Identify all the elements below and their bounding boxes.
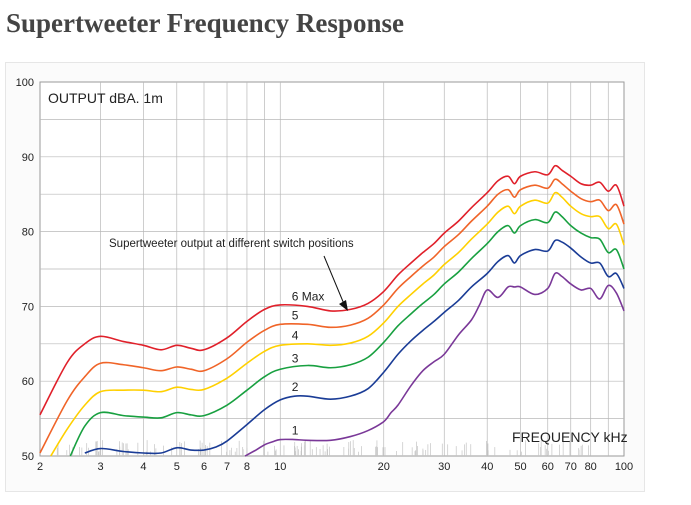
series-labels: 6 Max 5 4 3 2 1	[292, 290, 325, 438]
x-tick-label: 20	[378, 461, 390, 473]
series-group	[39, 164, 625, 457]
series-label: 2	[292, 380, 299, 394]
x-tick-label: 6	[201, 461, 207, 473]
y-tick-label: 100	[16, 77, 34, 89]
series-label: 3	[292, 351, 299, 365]
x-tick-label: 80	[585, 461, 597, 473]
x-tick-label: 3	[97, 461, 103, 473]
x-tick-label: 10	[274, 461, 286, 473]
x-tick-label: 40	[481, 461, 493, 473]
y-tick-label: 60	[22, 376, 34, 388]
series-line-1	[39, 164, 625, 416]
y-tick-label: 70	[22, 301, 34, 313]
series-label: 4	[292, 329, 299, 343]
y-tick-label: 80	[22, 227, 34, 239]
series-line-6	[244, 272, 625, 457]
grid	[40, 82, 624, 456]
series-line-2	[39, 178, 625, 454]
x-tick-label: 50	[514, 461, 526, 473]
series-label: 6 Max	[292, 290, 325, 304]
noise-floor	[56, 440, 589, 456]
chart-annotation: Supertweeter output at different switch …	[109, 238, 354, 250]
y-axis-title: OUTPUT dBA. 1m	[48, 90, 163, 106]
annotation-leader-line	[323, 255, 345, 305]
x-axis-title: FREQUENCY kHz	[512, 429, 628, 445]
x-tick-label: 2	[37, 461, 43, 473]
x-tick-label: 8	[244, 461, 250, 473]
x-tick-label: 30	[438, 461, 450, 473]
series-line-5	[84, 239, 625, 455]
axis-ticks: 50 60 70 80 90 100 2 3 4 5 6 7 8 10 20 30 40 50 60 70 80 100	[16, 77, 634, 473]
series-label: 5	[292, 308, 299, 322]
y-tick-label: 90	[22, 152, 34, 164]
y-tick-label: 50	[22, 451, 34, 463]
chart-frame: 6 Max 5 4 3 2 1 50 60 70 80 90 100 2 3 4 5 6 7 8 10 20 30 40 5…	[5, 62, 645, 492]
x-tick-label: 5	[174, 461, 180, 473]
page-title: Supertweeter Frequency Response	[6, 8, 404, 38]
annotation-arrowhead	[339, 300, 348, 311]
x-tick-label: 60	[542, 461, 554, 473]
x-tick-label: 70	[565, 461, 577, 473]
x-tick-label: 100	[615, 461, 633, 473]
series-line-3	[50, 191, 625, 457]
x-tick-label: 4	[140, 461, 146, 473]
x-tick-label: 7	[224, 461, 230, 473]
series-label: 1	[292, 424, 299, 438]
series-line-4	[69, 211, 625, 457]
